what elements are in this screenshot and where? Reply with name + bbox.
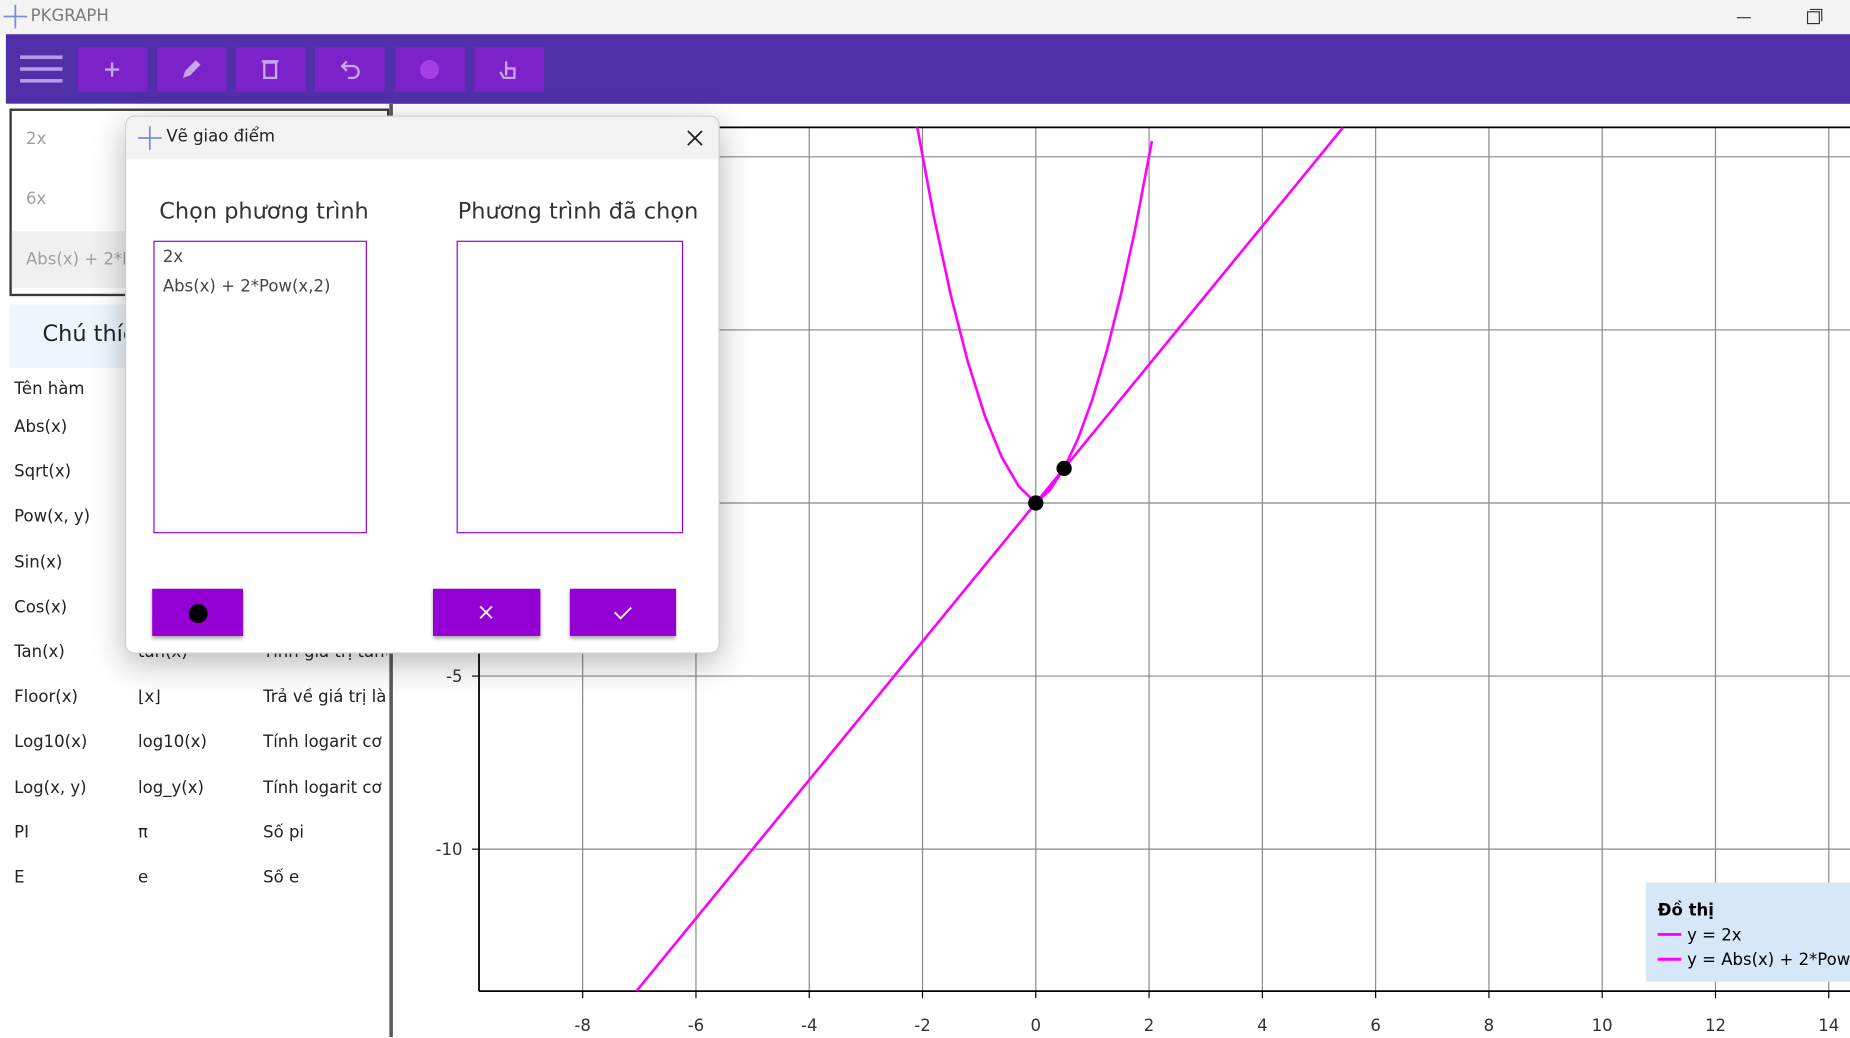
cancel-button[interactable] (433, 588, 541, 636)
notes-cell: ⌊x⌋ (138, 688, 161, 707)
x-tick-label: 10 (1592, 1016, 1613, 1035)
x-tick-label: 4 (1257, 1016, 1268, 1035)
notes-cell: log_y(x) (138, 778, 204, 798)
notes-cell: Cos(x) (14, 597, 68, 617)
x-tick-label: -6 (688, 1016, 704, 1035)
notes-header-cell: Tên hàm (14, 379, 85, 399)
y-tick-label: -5 (446, 667, 462, 686)
notes-cell: Log(x, y) (14, 778, 87, 798)
delete-button[interactable] (235, 47, 306, 93)
notes-cell: Tính logarit cơ s (263, 733, 387, 753)
notes-cell: π (138, 823, 148, 843)
available-label: Chọn phương trình (159, 198, 369, 225)
close-button[interactable] (685, 129, 704, 148)
selected-list[interactable] (456, 240, 684, 534)
app-icon (3, 4, 28, 29)
selected-label: Phương trình đã chọn (457, 198, 699, 225)
x-tick-label: 6 (1370, 1016, 1381, 1035)
toolbar (5, 34, 1850, 104)
window-title: PKGRAPH (30, 7, 109, 26)
add-button[interactable] (77, 47, 148, 93)
notes-cell: Sin(x) (14, 552, 63, 572)
x-tick-label: 2 (1144, 1016, 1155, 1035)
draw-point-button[interactable] (152, 588, 244, 636)
function-item: 6x (25, 189, 47, 209)
notes-cell: PI (14, 823, 29, 843)
intersection-point (1028, 495, 1044, 511)
function-curve (915, 127, 1154, 505)
x-tick-label: 0 (1031, 1016, 1041, 1035)
y-tick-label: -10 (436, 840, 463, 859)
window-controls[interactable] (1734, 7, 1828, 28)
intersection-dialog: Vẽ giao điểm Chọn phương trình Phương tr… (125, 115, 720, 654)
confirm-button[interactable] (569, 588, 677, 636)
notes-cell: Sqrt(x) (14, 462, 72, 482)
notes-cell: Số pi (263, 823, 305, 843)
x-tick-label: -4 (801, 1016, 817, 1035)
function-curve (635, 127, 1344, 992)
notes-cell: Tính logarit cơ s (263, 778, 387, 798)
edit-button[interactable] (156, 47, 227, 93)
notes-cell: e (138, 868, 149, 888)
undo-button[interactable] (315, 47, 385, 93)
menu-button[interactable] (20, 53, 63, 86)
equation-item: 2x (162, 247, 184, 267)
legend-label: y = 2x (1687, 925, 1742, 944)
dialog-icon (138, 126, 162, 150)
notes-cell: Pow(x, y) (14, 507, 91, 527)
x-tick-label: 8 (1484, 1016, 1495, 1035)
intersection-button[interactable] (395, 47, 465, 93)
notes-cell: Trả về giá trị làm (263, 688, 387, 707)
legend-title: Đồ thị (1658, 901, 1714, 920)
notes-cell: log10(x) (138, 733, 207, 753)
notes-cell: Floor(x) (14, 688, 78, 707)
dialog-title-bar: Vẽ giao điểm (126, 116, 719, 160)
available-list[interactable]: 2x Abs(x) + 2*Pow(x,2) (153, 240, 367, 534)
x-tick-label: -2 (914, 1016, 930, 1035)
intersection-point (1056, 460, 1072, 477)
x-tick-label: -8 (574, 1016, 590, 1035)
notes-cell: Tan(x) (14, 643, 65, 662)
notes-cell: Abs(x) (14, 417, 68, 437)
dialog-title: Vẽ giao điểm (166, 127, 275, 147)
notes-cell: Log10(x) (14, 733, 88, 753)
legend-box (1645, 882, 1850, 982)
function-item: 2x (25, 129, 47, 149)
notes-cell: E (14, 868, 25, 888)
x-tick-label: 12 (1705, 1016, 1726, 1035)
x-tick-label: 14 (1818, 1016, 1839, 1035)
pan-button[interactable] (474, 47, 544, 93)
notes-cell: Số e (263, 868, 300, 888)
title-bar: PKGRAPH (0, 0, 1850, 35)
equation-item: Abs(x) + 2*Pow(x,2) (162, 277, 331, 297)
legend-label: y = Abs(x) + 2*Pow(x,2) (1687, 950, 1850, 969)
